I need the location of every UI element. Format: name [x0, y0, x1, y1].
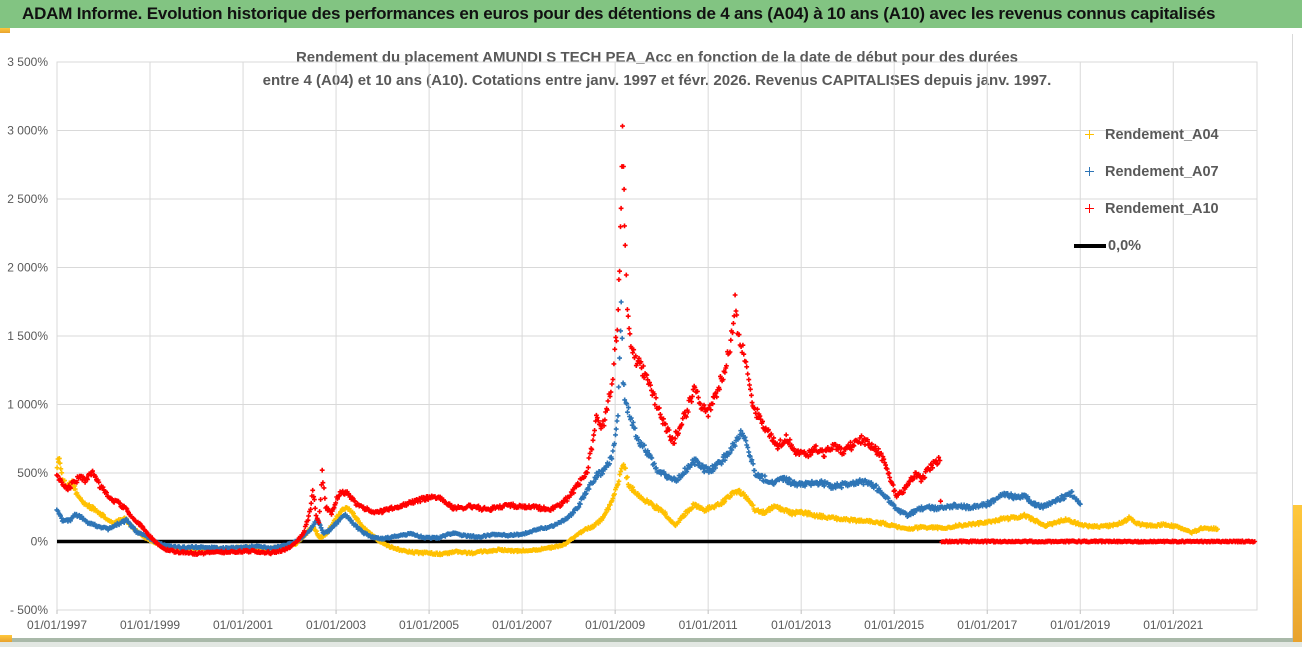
y-axis-label: - 500%	[10, 603, 48, 617]
y-axis-label: 3 000%	[7, 124, 48, 138]
bottom-border-line	[0, 638, 1302, 642]
y-axis-label: 0%	[31, 535, 49, 549]
legend-marker-plus-a10	[1083, 202, 1096, 215]
legend-label-zero: 0,0%	[1108, 237, 1142, 254]
x-axis-label: 01/01/2017	[957, 618, 1017, 632]
x-axis-label: 01/01/1997	[27, 618, 87, 632]
bottom-border-band	[0, 642, 1302, 647]
legend-marker-plus-a07	[1083, 165, 1096, 178]
legend-label-a10: Rendement_A10	[1105, 200, 1219, 217]
y-axis-label: 2 500%	[7, 192, 48, 206]
y-axis-label: 500%	[17, 466, 48, 480]
legend-item-a04[interactable]: Rendement_A04	[1083, 116, 1273, 153]
legend-item-a07[interactable]: Rendement_A07	[1083, 153, 1273, 190]
sheet-header-title: ADAM Informe. Evolution historique des p…	[22, 4, 1216, 23]
x-axis-label: 01/01/2013	[771, 618, 831, 632]
x-axis-label: 01/01/2021	[1143, 618, 1203, 632]
x-axis-label: 01/01/2005	[399, 618, 459, 632]
sheet-header-bar: ADAM Informe. Evolution historique des p…	[0, 0, 1302, 28]
chart-title-line2: entre 4 (A04) et 10 ans (A10). Cotations…	[262, 72, 1052, 89]
plot-svg: 3 500% 3 000% 2 500% 2 000% 1 500% 1 000% 500%…	[7, 55, 1258, 632]
legend-marker-line-zero	[1074, 243, 1106, 248]
chart-legend: Rendement_A04 Rendement_A07 Rendement_A1…	[1074, 116, 1273, 264]
x-axis-label: 01/01/1999	[120, 618, 180, 632]
legend-label-a07: Rendement_A07	[1105, 163, 1219, 180]
y-axis-label: 1 500%	[7, 329, 48, 343]
series-markers-rendement-a07	[54, 299, 1083, 552]
x-axis-label: 01/01/2015	[864, 618, 924, 632]
gold-accent-bottom-left	[0, 635, 12, 642]
legend-item-zero-line[interactable]: 0,0%	[1074, 227, 1273, 264]
x-axis-label: 01/01/2003	[306, 618, 366, 632]
gridlines	[56, 61, 1257, 611]
gold-accent-top-left	[0, 28, 10, 33]
gold-accent-right-strip	[1293, 505, 1302, 642]
x-axis-label: 01/01/2009	[585, 618, 645, 632]
x-axis-label: 01/01/2007	[492, 618, 552, 632]
y-axis-label: 2 000%	[7, 261, 48, 275]
x-axis-ticks	[56, 610, 1174, 614]
chart-border-right	[1292, 34, 1293, 638]
y-axis-label: 1 000%	[7, 398, 48, 412]
x-axis-label: 01/01/2001	[213, 618, 273, 632]
legend-item-a10[interactable]: Rendement_A10	[1083, 190, 1273, 227]
legend-marker-plus-a04	[1083, 128, 1096, 141]
y-axis-label: 3 500%	[7, 55, 48, 69]
performance-chart[interactable]: Rendement du placement AMUNDI S TECH PEA…	[0, 33, 1302, 638]
x-axis-label: 01/01/2019	[1050, 618, 1110, 632]
legend-label-a04: Rendement_A04	[1105, 126, 1219, 143]
x-axis-label: 01/01/2011	[679, 618, 738, 632]
series-markers-rendement-a10	[54, 123, 1258, 557]
plot-border	[56, 61, 1258, 611]
